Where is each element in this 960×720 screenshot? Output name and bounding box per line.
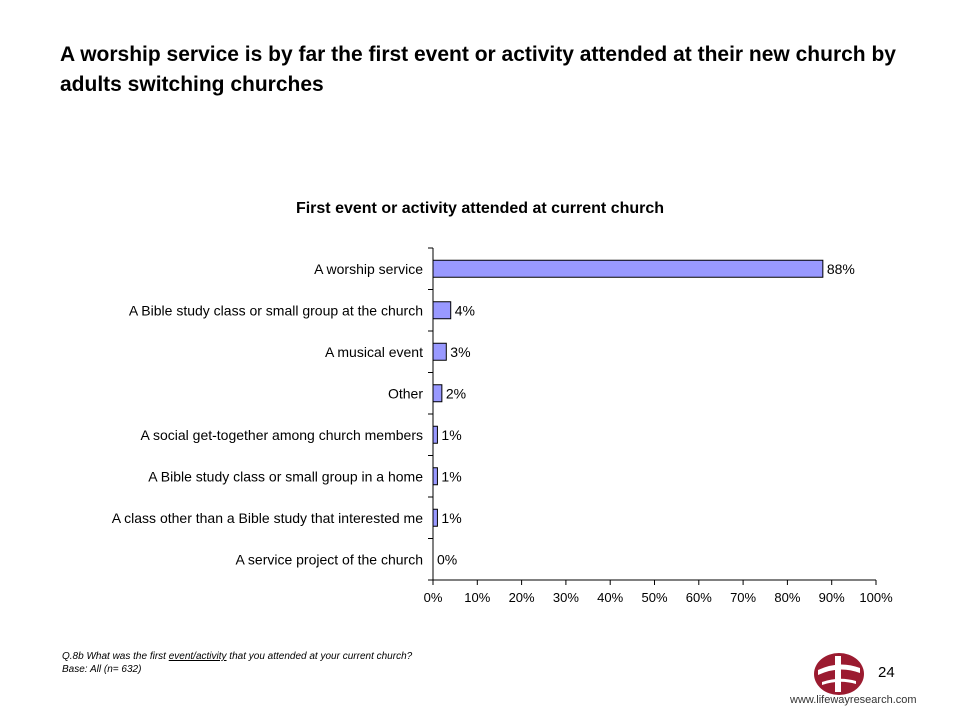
data-label: 2% [446, 385, 466, 401]
x-tick-label: 30% [553, 590, 579, 605]
data-label: 0% [437, 551, 457, 567]
bar [432, 425, 438, 444]
data-label: 88% [827, 261, 855, 277]
data-label: 1% [441, 468, 461, 484]
x-tick-label: 40% [597, 590, 623, 605]
x-tick-label: 50% [641, 590, 667, 605]
data-label: 1% [441, 427, 461, 443]
lifeway-research-logo-icon [814, 653, 864, 695]
category-label: Other [388, 385, 423, 401]
bar [432, 301, 452, 320]
chart-title: First event or activity attended at curr… [295, 200, 665, 217]
x-tick-label: 10% [464, 590, 490, 605]
bar [432, 342, 447, 361]
x-tick-label: 70% [730, 590, 756, 605]
x-tick-label: 60% [686, 590, 712, 605]
x-tick-label: 90% [819, 590, 845, 605]
base-text: Base: All (n= 632) [62, 664, 142, 675]
category-label: A class other than a Bible study that in… [112, 510, 424, 526]
category-label: A musical event [325, 344, 423, 360]
category-label: A worship service [314, 261, 423, 277]
x-tick-label: 0% [424, 590, 443, 605]
footnote: Q.8b What was the first event/activity t… [62, 650, 412, 676]
bar [432, 508, 438, 527]
data-label: 4% [455, 302, 475, 318]
question-text: Q.8b What was the first event/activity t… [62, 651, 413, 662]
bar-chart: 0% 10% 20% 30% 40% 50% 60% 70% 80% 90% 100% A worsh… [112, 247, 893, 605]
bar [432, 384, 443, 403]
x-tick-label: 20% [509, 590, 535, 605]
category-label: A social get-together among church membe… [141, 427, 423, 443]
data-label: 1% [441, 510, 461, 526]
bar [432, 467, 438, 486]
category-label: A Bible study class or small group at th… [129, 302, 423, 318]
slide-title: A worship service is by far the first ev… [60, 43, 896, 96]
x-tick-label: 100% [859, 590, 893, 605]
data-label: 3% [450, 344, 470, 360]
x-tick-label: 80% [774, 590, 800, 605]
category-label: A Bible study class or small group in a … [148, 468, 423, 484]
page-number: 24 [878, 664, 895, 681]
category-label: A service project of the church [235, 551, 423, 567]
website-url: www.lifewayresearch.com [790, 694, 917, 706]
bar [432, 259, 824, 278]
